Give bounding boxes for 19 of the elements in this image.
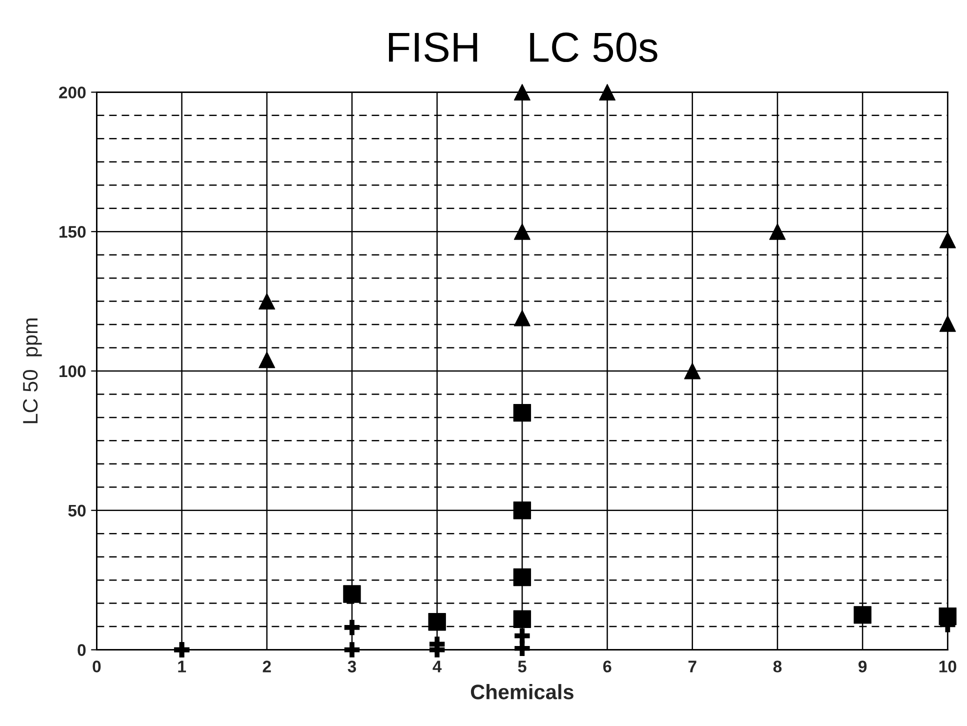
y-tick-label: 0 bbox=[78, 644, 86, 656]
x-axis-title: Chemicals bbox=[470, 684, 574, 700]
y-tick-label: 100 bbox=[60, 365, 86, 378]
x-tick-label: 5 bbox=[518, 660, 526, 672]
x-tick-label: 0 bbox=[92, 660, 101, 672]
x-tick-label: 7 bbox=[688, 660, 696, 672]
x-tick-label: 9 bbox=[858, 660, 867, 672]
x-tick-label: 1 bbox=[178, 660, 186, 672]
y-axis-title: LC 50 ppm bbox=[22, 318, 42, 424]
x-tick-label: 10 bbox=[939, 660, 956, 672]
x-tick-label: 8 bbox=[773, 660, 782, 672]
y-tick-label: 50 bbox=[68, 504, 86, 517]
x-tick-label: 4 bbox=[432, 660, 442, 672]
x-tick-label: 6 bbox=[603, 660, 612, 672]
x-tick-label: 3 bbox=[348, 660, 356, 672]
chart-title: FISH LC 50s bbox=[388, 32, 658, 62]
x-tick-label: 2 bbox=[262, 660, 271, 672]
y-tick-label: 150 bbox=[60, 226, 86, 238]
y-tick-label: 200 bbox=[59, 86, 86, 98]
